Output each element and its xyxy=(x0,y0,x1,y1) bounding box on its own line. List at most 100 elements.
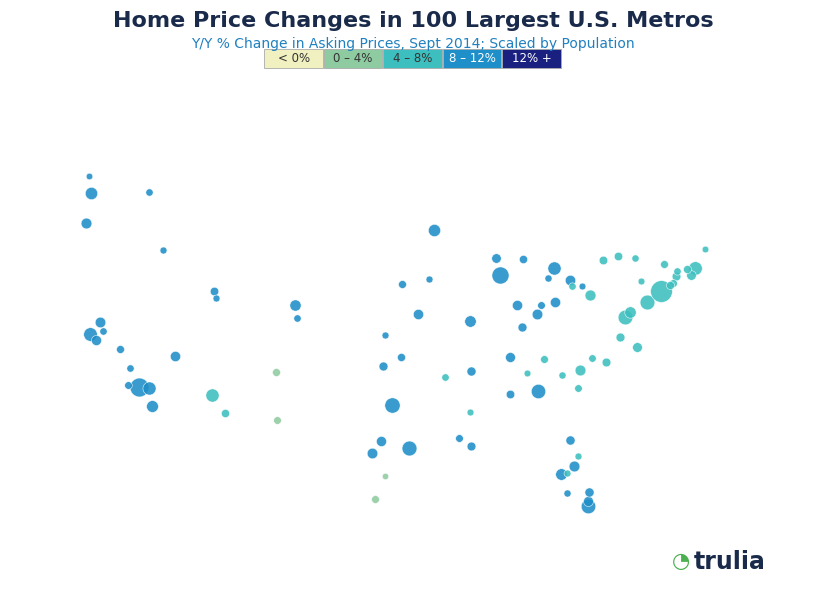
Point xyxy=(493,270,506,280)
Point xyxy=(269,368,282,377)
Point xyxy=(537,355,550,364)
Point xyxy=(169,352,182,361)
Point xyxy=(82,171,95,181)
Point xyxy=(503,352,516,361)
Point xyxy=(79,218,93,227)
Point xyxy=(548,263,561,273)
Text: 0 – 4%: 0 – 4% xyxy=(334,52,373,65)
Point xyxy=(563,276,577,285)
Point xyxy=(396,279,409,288)
Text: 12% +: 12% + xyxy=(511,52,552,65)
Point xyxy=(395,352,408,362)
Point xyxy=(205,391,218,400)
Point xyxy=(663,280,676,289)
Point xyxy=(555,370,568,380)
Point xyxy=(667,278,680,287)
Point xyxy=(427,226,440,235)
Point xyxy=(657,259,671,269)
Point xyxy=(520,368,534,378)
Point xyxy=(93,317,107,326)
Point xyxy=(630,342,643,352)
Point xyxy=(516,254,529,264)
Point xyxy=(121,380,135,389)
Point xyxy=(411,310,425,319)
Point xyxy=(123,363,136,373)
Point xyxy=(560,488,573,498)
Text: Y/Y % Change in Asking Prices, Sept 2014; Scaled by Population: Y/Y % Change in Asking Prices, Sept 2014… xyxy=(191,37,635,51)
Point xyxy=(573,365,586,375)
Point xyxy=(560,468,573,478)
Point xyxy=(554,469,567,479)
Point xyxy=(142,383,155,393)
Point xyxy=(464,441,477,451)
Point xyxy=(698,244,711,254)
Point xyxy=(532,386,545,396)
Point xyxy=(584,290,597,300)
Point xyxy=(365,448,378,458)
Point xyxy=(83,329,97,338)
Point xyxy=(132,382,145,392)
Text: < 0%: < 0% xyxy=(278,52,310,65)
Point xyxy=(510,300,524,310)
Point xyxy=(84,188,97,197)
Point xyxy=(465,366,478,376)
Point xyxy=(142,187,155,197)
Point xyxy=(541,273,554,283)
Text: ◔: ◔ xyxy=(672,551,691,571)
Point xyxy=(530,310,544,319)
Point xyxy=(548,297,562,307)
Point xyxy=(634,277,648,286)
Text: 4 – 8%: 4 – 8% xyxy=(393,52,432,65)
Point xyxy=(576,281,589,290)
Point xyxy=(218,408,231,418)
Point xyxy=(490,253,503,263)
Point xyxy=(600,358,613,367)
Point xyxy=(291,313,304,323)
Point xyxy=(654,287,667,296)
Point xyxy=(377,362,390,371)
Point xyxy=(368,495,382,504)
Point xyxy=(619,313,632,322)
Point xyxy=(583,487,596,497)
Text: Home Price Changes in 100 Largest U.S. Metros: Home Price Changes in 100 Largest U.S. M… xyxy=(112,11,714,31)
Point xyxy=(671,267,684,276)
Point xyxy=(582,496,595,505)
Point xyxy=(379,330,392,339)
Point xyxy=(89,336,102,345)
Point xyxy=(670,272,683,281)
Point xyxy=(385,401,398,410)
Point xyxy=(378,472,392,481)
Point xyxy=(96,326,109,336)
Point xyxy=(685,271,698,280)
Point xyxy=(689,263,702,273)
Point xyxy=(374,436,387,446)
Point xyxy=(463,316,477,326)
Point xyxy=(566,282,579,291)
Point xyxy=(515,322,529,332)
Point xyxy=(567,461,581,471)
Point xyxy=(624,307,637,316)
Point xyxy=(423,274,436,283)
Text: trulia: trulia xyxy=(694,551,766,574)
Point xyxy=(271,415,284,425)
Point xyxy=(614,332,627,342)
Point xyxy=(572,383,585,392)
Text: 8 – 12%: 8 – 12% xyxy=(449,52,496,65)
Point xyxy=(534,300,547,310)
Point xyxy=(402,444,415,453)
Point xyxy=(564,435,577,445)
Point xyxy=(207,286,221,296)
Point xyxy=(439,372,452,382)
Point xyxy=(680,264,693,274)
Point xyxy=(611,252,624,261)
Point xyxy=(596,256,610,265)
Point xyxy=(145,401,158,411)
Point xyxy=(210,293,223,303)
Point xyxy=(582,501,595,510)
Point xyxy=(503,390,516,399)
Point xyxy=(288,300,301,310)
Point xyxy=(586,353,599,363)
Point xyxy=(629,253,642,263)
Point xyxy=(114,344,127,353)
Point xyxy=(156,245,169,254)
